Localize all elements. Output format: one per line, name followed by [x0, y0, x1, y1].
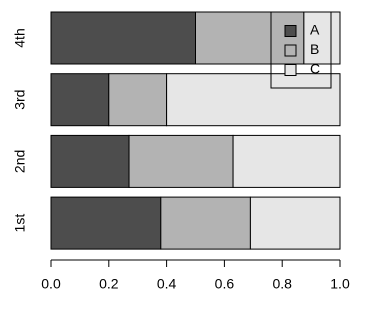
y-tick-label: 4th: [12, 28, 28, 47]
legend-label: B: [310, 41, 319, 57]
legend-label: A: [310, 22, 320, 38]
y-tick-label: 3rd: [12, 90, 28, 110]
bar-segment: [303, 11, 341, 65]
bar-segment: [128, 134, 234, 188]
x-tick-label: 0.8: [272, 276, 292, 292]
bar-segment: [50, 196, 162, 250]
bar-segment: [232, 134, 341, 188]
bar-segment: [108, 73, 168, 127]
x-tick-label: 0.0: [41, 276, 61, 292]
x-tick-label: 0.4: [157, 276, 177, 292]
bar-segment: [50, 11, 196, 65]
bar-segment: [249, 196, 341, 250]
y-tick-label: 1st: [12, 214, 28, 233]
x-tick-label: 0.2: [99, 276, 119, 292]
y-tick-label: 2nd: [12, 150, 28, 173]
legend-swatch: [284, 64, 297, 76]
legend-box: [270, 11, 332, 89]
bar-segment: [166, 73, 341, 127]
bar-segment: [160, 196, 251, 250]
legend-swatch: [284, 25, 297, 37]
legend-swatch: [284, 44, 297, 57]
legend-label: C: [310, 61, 320, 77]
bar-segment: [50, 134, 130, 188]
bar-segment: [50, 73, 110, 127]
x-tick-label: 1.0: [330, 276, 350, 292]
x-tick-label: 0.6: [215, 276, 235, 292]
